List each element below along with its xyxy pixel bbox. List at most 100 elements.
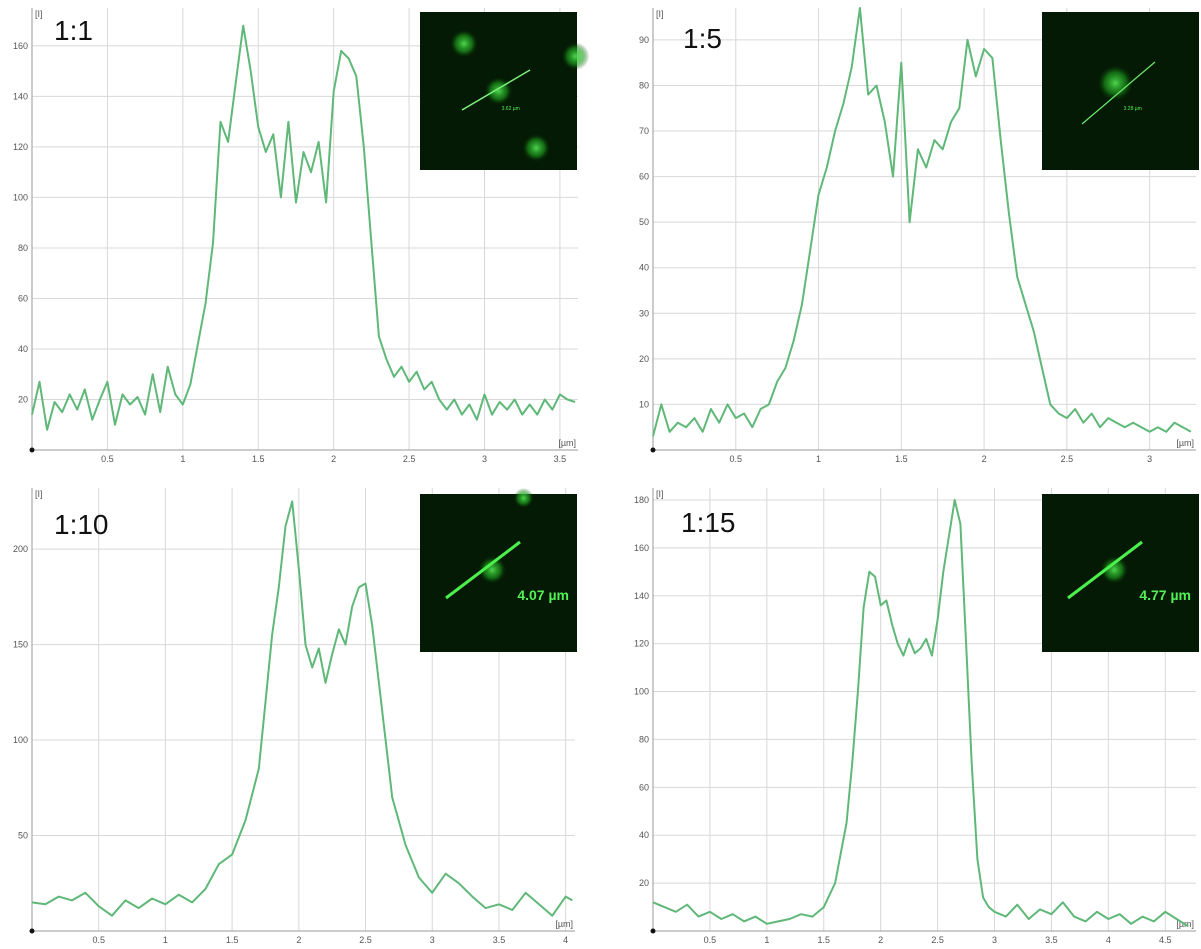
x-tick-label: 1.5	[252, 454, 265, 464]
cell-blob	[513, 488, 534, 508]
micrograph-inset: 4.77 µm	[1042, 494, 1199, 652]
cell-blob	[561, 42, 590, 71]
x-tick-label: 2	[296, 935, 301, 945]
chart-panel-1-15: 0.5 1 1.5 2 2.5 3 3.5 4 4.5 20 40 60 80 100 120 140 160 1…	[615, 480, 1201, 949]
micrograph-inset: 4.07 µm	[420, 488, 577, 652]
chart-1-10: 0.5 1 1.5 2 2.5 3 3.5 4 50 100 150 200 [I] [µm] 1:10 4.…	[13, 488, 577, 945]
chart-panel-1-5: 0.5 1 1.5 2 2.5 3 10 20 30 40 50 60 70 80 90 [I] [µm] 1:5…	[615, 0, 1201, 470]
y-tick-label: 100	[13, 735, 28, 745]
x-tick-label: 2	[331, 454, 336, 464]
x-tick-label: 2.5	[1061, 454, 1074, 464]
x-tick-label: 1.5	[817, 935, 830, 945]
y-tick-label: 20	[639, 354, 649, 364]
y-tick-label: 50	[18, 831, 28, 841]
y-tick-label: 80	[639, 80, 649, 90]
series-line	[31, 500, 573, 917]
x-tick-label: 3	[482, 454, 487, 464]
inset-scale-label: 4.77 µm	[1139, 587, 1191, 603]
y-tick-label: 20	[18, 394, 28, 404]
x-tick-label: 3.5	[554, 454, 567, 464]
x-tick-label: 0.5	[730, 454, 743, 464]
chart-panel-1-1: 0.5 1 1.5 2 2.5 3 3.5 20 40 60 80 100 120 140 160 [I] [µ…	[0, 0, 600, 470]
x-tick-label: 2	[878, 935, 883, 945]
scan-line	[1067, 540, 1143, 600]
x-tick-label: 0.5	[704, 935, 717, 945]
scan-line	[1081, 61, 1156, 125]
scan-line	[461, 69, 531, 111]
x-tick-label: 3.5	[493, 935, 506, 945]
origin-marker	[29, 928, 35, 934]
micrograph-inset: 3.28 µm	[1042, 12, 1199, 170]
ratio-label: 1:10	[54, 509, 109, 540]
x-tick-label: 4	[563, 935, 568, 945]
y-tick-label: 50	[639, 217, 649, 227]
y-tick-label: 140	[13, 91, 28, 101]
y-tick-label: 80	[18, 243, 28, 253]
cell-blob	[1100, 555, 1129, 584]
x-tick-label: 0.5	[101, 454, 114, 464]
origin-marker	[650, 447, 656, 453]
y-tick-label: 40	[18, 344, 28, 354]
origin-marker	[650, 928, 656, 934]
x-axis-label: [µm]	[558, 438, 576, 448]
cell-blob	[484, 77, 513, 105]
x-tick-label: 4	[1106, 935, 1111, 945]
y-tick-label: 180	[634, 495, 649, 505]
y-tick-label: 140	[634, 591, 649, 601]
x-tick-label: 2.5	[359, 935, 372, 945]
x-tick-label: 2.5	[403, 454, 416, 464]
x-tick-label: 3	[992, 935, 997, 945]
y-tick-label: 20	[639, 878, 649, 888]
y-tick-label: 60	[639, 172, 649, 182]
chart-1-5: 0.5 1 1.5 2 2.5 3 10 20 30 40 50 60 70 80 90 [I] [µm] 1:5…	[639, 7, 1199, 464]
y-tick-label: 40	[639, 830, 649, 840]
x-tick-label: 1.5	[895, 454, 908, 464]
x-tick-label: 1	[764, 935, 769, 945]
y-tick-label: 60	[18, 293, 28, 303]
x-tick-label: 2	[982, 454, 987, 464]
y-axis-label: [I]	[656, 9, 664, 19]
scan-line	[445, 540, 521, 600]
y-tick-label: 120	[634, 639, 649, 649]
y-tick-label: 100	[634, 687, 649, 697]
y-axis-label: [I]	[35, 9, 43, 19]
micrograph-inset: 3.62 µm	[420, 12, 590, 170]
series-line	[652, 499, 1189, 928]
x-tick-label: 1.5	[226, 935, 239, 945]
y-tick-label: 80	[639, 734, 649, 744]
inset-scale-label: 3.28 µm	[1124, 106, 1142, 112]
x-tick-label: 2.5	[931, 935, 944, 945]
x-axis-label: [µm]	[555, 919, 573, 929]
y-tick-label: 200	[13, 544, 28, 554]
x-tick-label: 4.5	[1159, 935, 1172, 945]
ratio-label: 1:15	[681, 507, 736, 538]
ratio-label: 1:5	[683, 23, 722, 54]
series-line	[31, 24, 576, 431]
x-tick-label: 1	[163, 935, 168, 945]
y-tick-label: 30	[639, 308, 649, 318]
x-tick-label: 1	[816, 454, 821, 464]
x-tick-label: 3	[430, 935, 435, 945]
y-tick-label: 150	[13, 640, 28, 650]
y-tick-label: 70	[639, 126, 649, 136]
y-tick-label: 60	[639, 782, 649, 792]
cell-blob	[478, 555, 507, 584]
chart-1-1: 0.5 1 1.5 2 2.5 3 3.5 20 40 60 80 100 120 140 160 [I] [µ…	[13, 8, 590, 464]
chart-1-15: 0.5 1 1.5 2 2.5 3 3.5 4 4.5 20 40 60 80 100 120 140 160 1…	[634, 488, 1199, 945]
chart-panel-1-10: 0.5 1 1.5 2 2.5 3 3.5 4 50 100 150 200 [I] [µm] 1:10 4.…	[0, 480, 600, 949]
cell-blob	[449, 29, 478, 58]
y-tick-label: 40	[639, 263, 649, 273]
inset-scale-label: 3.62 µm	[502, 106, 520, 112]
cell-blob	[1097, 65, 1134, 101]
y-axis-label: [I]	[35, 489, 43, 499]
x-tick-label: 0.5	[92, 935, 105, 945]
x-axis-label: [µm]	[1176, 438, 1194, 448]
x-tick-label: 3	[1147, 454, 1152, 464]
y-tick-label: 160	[634, 543, 649, 553]
y-tick-label: 90	[639, 35, 649, 45]
y-tick-label: 160	[13, 41, 28, 51]
ratio-label: 1:1	[54, 15, 93, 46]
x-tick-label: 3.5	[1045, 935, 1058, 945]
inset-scale-label: 4.07 µm	[517, 587, 569, 603]
y-tick-label: 100	[13, 192, 28, 202]
